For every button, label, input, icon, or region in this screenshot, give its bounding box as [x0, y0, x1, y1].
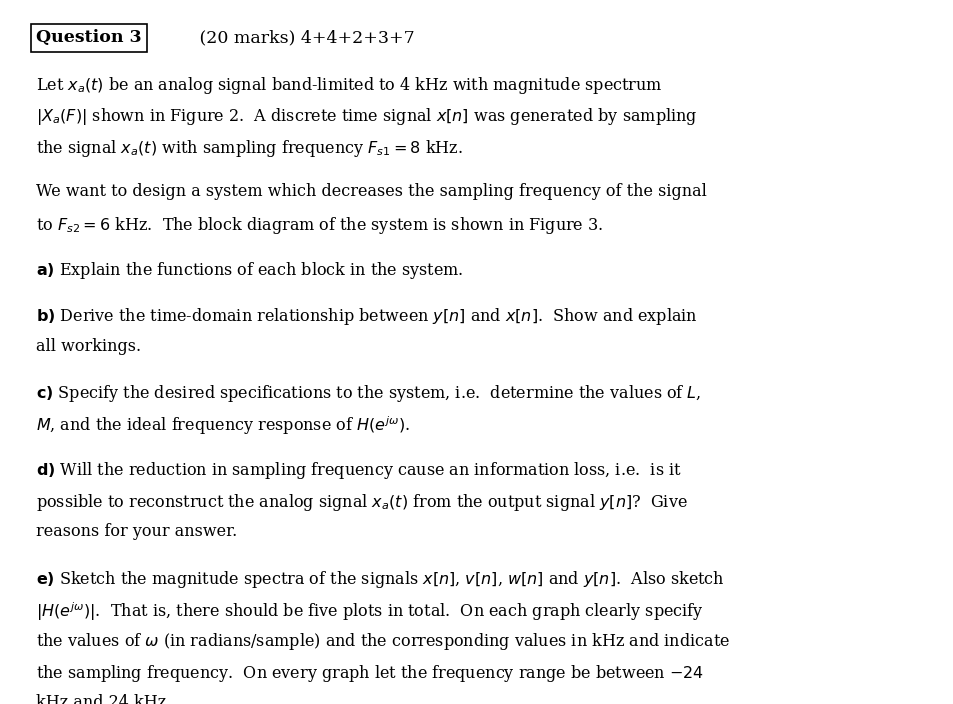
Text: We want to design a system which decreases the sampling frequency of the signal: We want to design a system which decreas… — [36, 184, 706, 201]
Text: $\mathbf{d)}$ Will the reduction in sampling frequency cause an information loss: $\mathbf{d)}$ Will the reduction in samp… — [36, 460, 681, 482]
Text: $\mathbf{b)}$ Derive the time-domain relationship between $y[n]$ and $x[n]$.  Sh: $\mathbf{b)}$ Derive the time-domain rel… — [36, 306, 698, 327]
Text: all workings.: all workings. — [36, 337, 141, 355]
Text: Question 3: Question 3 — [36, 30, 142, 46]
Text: reasons for your answer.: reasons for your answer. — [36, 523, 237, 540]
Text: to $F_{s2} = 6$ kHz.  The block diagram of the system is shown in Figure 3.: to $F_{s2} = 6$ kHz. The block diagram o… — [36, 215, 603, 236]
Text: the values of $\omega$ (in radians/sample) and the corresponding values in kHz a: the values of $\omega$ (in radians/sampl… — [36, 631, 730, 653]
Text: $\mathbf{c)}$ Specify the desired specifications to the system, i.e.  determine : $\mathbf{c)}$ Specify the desired specif… — [36, 383, 700, 404]
Text: $|X_a(F)|$ shown in Figure 2.  A discrete time signal $x[n]$ was generated by sa: $|X_a(F)|$ shown in Figure 2. A discrete… — [36, 106, 697, 127]
Text: the sampling frequency.  On every graph let the frequency range be between $-24$: the sampling frequency. On every graph l… — [36, 662, 703, 684]
Text: Let $x_a(t)$ be an analog signal band-limited to 4 kHz with magnitude spectrum: Let $x_a(t)$ be an analog signal band-li… — [36, 75, 662, 96]
Text: the signal $x_a(t)$ with sampling frequency $F_{s1} = 8$ kHz.: the signal $x_a(t)$ with sampling freque… — [36, 138, 462, 158]
Text: $M$, and the ideal frequency response of $H(e^{j\omega})$.: $M$, and the ideal frequency response of… — [36, 415, 410, 437]
Text: $\mathbf{e)}$ Sketch the magnitude spectra of the signals $x[n]$, $v[n]$, $w[n]$: $\mathbf{e)}$ Sketch the magnitude spect… — [36, 569, 724, 590]
Text: possible to reconstruct the analog signal $x_a(t)$ from the output signal $y[n]$: possible to reconstruct the analog signa… — [36, 491, 687, 513]
Text: (20 marks) 4+4+2+3+7: (20 marks) 4+4+2+3+7 — [193, 30, 414, 46]
Text: $|H(e^{j\omega})|$.  That is, there should be five plots in total.  On each grap: $|H(e^{j\omega})|$. That is, there shoul… — [36, 600, 703, 622]
Text: kHz and 24 kHz.: kHz and 24 kHz. — [36, 694, 172, 704]
Text: $\mathbf{a)}$ Explain the functions of each block in the system.: $\mathbf{a)}$ Explain the functions of e… — [36, 260, 463, 282]
